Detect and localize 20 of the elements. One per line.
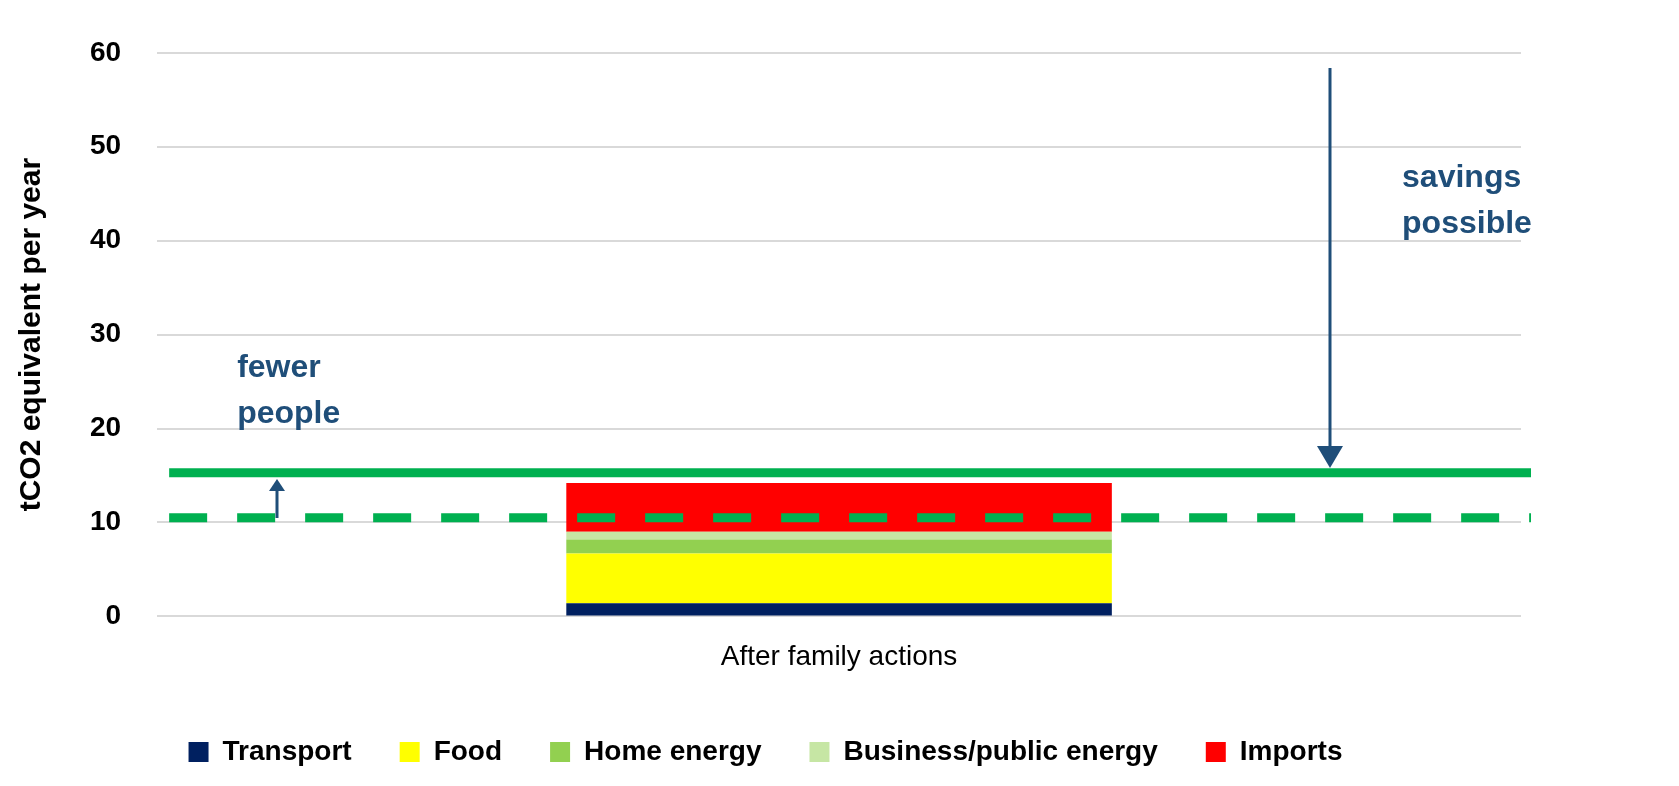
bar — [566, 531, 1112, 540]
legend-label: Food — [433, 734, 503, 766]
x-tick-label: After family actions — [720, 639, 958, 671]
y-tick-label: 0 — [105, 599, 122, 631]
annotation: savings possible — [1402, 156, 1533, 242]
legend-label: Home energy — [584, 734, 762, 766]
bar — [566, 553, 1112, 604]
annotation: fewer people — [237, 346, 342, 432]
y-tick-label: 50 — [89, 129, 122, 161]
legend-label: Transport — [222, 734, 352, 766]
y-tick-label: 20 — [89, 411, 122, 443]
y-tick-label: 10 — [89, 505, 122, 537]
y-tick-label: 60 — [89, 35, 122, 67]
bar — [566, 603, 1112, 616]
y-tick-label: 30 — [89, 317, 122, 349]
y-axis-title: tCO2 equivalent per year — [13, 157, 47, 512]
y-tick-label: 40 — [89, 223, 122, 255]
legend-label: Business/public energy — [843, 734, 1159, 766]
legend-label: Imports — [1239, 734, 1343, 766]
bar — [566, 539, 1112, 554]
